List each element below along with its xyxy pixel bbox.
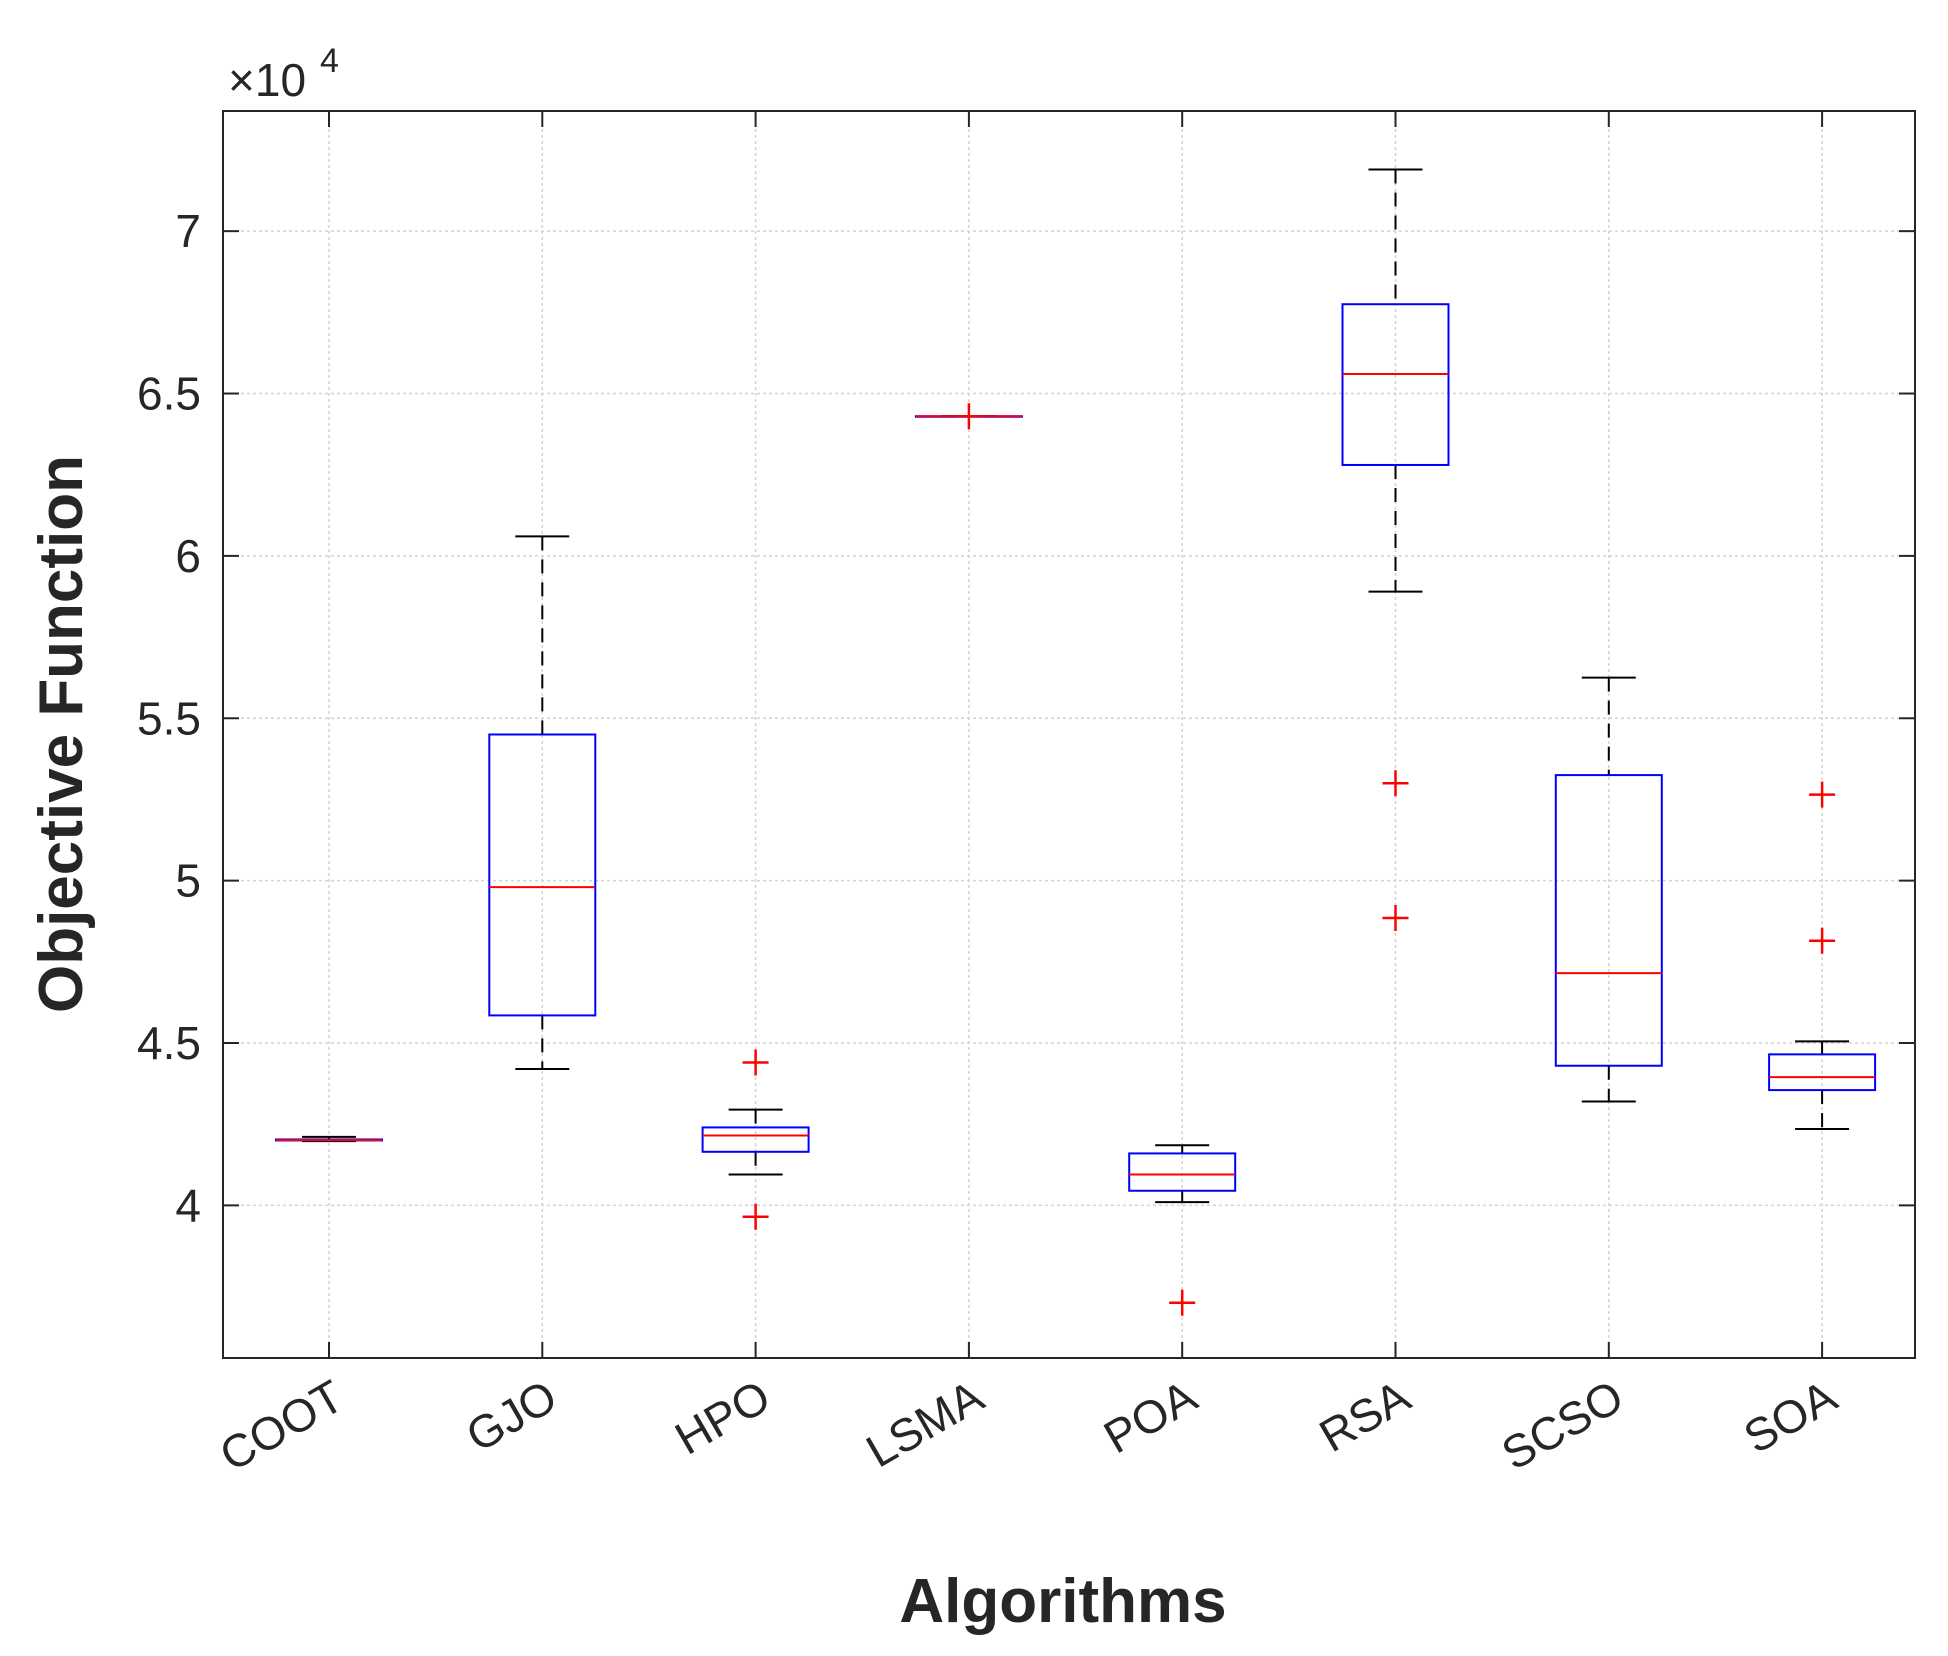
box-scso [1554, 676, 1663, 1103]
y-tick-label: 6 [175, 530, 201, 582]
outlier-marker [955, 403, 982, 430]
box-coot [275, 1135, 383, 1143]
y-tick-label: 4 [175, 1179, 201, 1231]
box-lsma [914, 403, 1023, 430]
y-exponent-power: 4 [320, 42, 339, 80]
outlier-marker [1809, 781, 1836, 808]
y-exponent-label: ×10 [228, 54, 306, 106]
outlier-marker [1382, 904, 1409, 931]
x-tick-label: HPO [666, 1370, 778, 1465]
plot-frame [222, 110, 1916, 1359]
outlier-marker [1382, 770, 1409, 797]
x-tick-label: COOT [211, 1370, 352, 1481]
labels-layer: 4 4.5 5 5.5 6 6.5 7 COOT GJO HPO LSMA POA RSA SCSO SOA [137, 205, 1845, 1481]
box-rsa [1341, 168, 1450, 931]
box-iqr [1554, 774, 1663, 1067]
outlier-marker [1169, 1289, 1196, 1316]
y-tick-label: 6.5 [137, 368, 201, 420]
outlier-marker [742, 1049, 769, 1076]
y-tick-label: 5 [175, 855, 201, 907]
outlier-marker [742, 1203, 769, 1230]
box-iqr [1768, 1053, 1877, 1092]
y-tick-label: 4.5 [137, 1017, 201, 1069]
box-iqr [701, 1126, 810, 1153]
box-gjo [488, 535, 597, 1070]
x-tick-label: RSA [1311, 1369, 1419, 1461]
box-iqr [1128, 1152, 1237, 1192]
x-tick-label: POA [1095, 1369, 1205, 1463]
x-tick-label: LSMA [857, 1369, 992, 1477]
ticks-layer [223, 111, 1915, 1358]
x-tick-label: SOA [1735, 1369, 1845, 1463]
boxes-layer [275, 168, 1877, 1316]
x-axis-title: Algorithms [899, 1567, 1226, 1636]
box-iqr [1341, 303, 1450, 466]
y-tick-label: 5.5 [137, 692, 201, 744]
outlier-marker [1809, 927, 1836, 954]
x-tick-label: SCSO [1493, 1370, 1632, 1480]
grid-layer [223, 111, 1915, 1358]
x-tick-label: GJO [457, 1370, 565, 1462]
y-axis-title: Objective Function [27, 455, 96, 1013]
y-tick-label: 7 [175, 205, 201, 257]
box-poa [1128, 1144, 1237, 1316]
box-iqr [488, 733, 597, 1017]
box-hpo [701, 1049, 810, 1230]
box-soa [1768, 781, 1877, 1131]
